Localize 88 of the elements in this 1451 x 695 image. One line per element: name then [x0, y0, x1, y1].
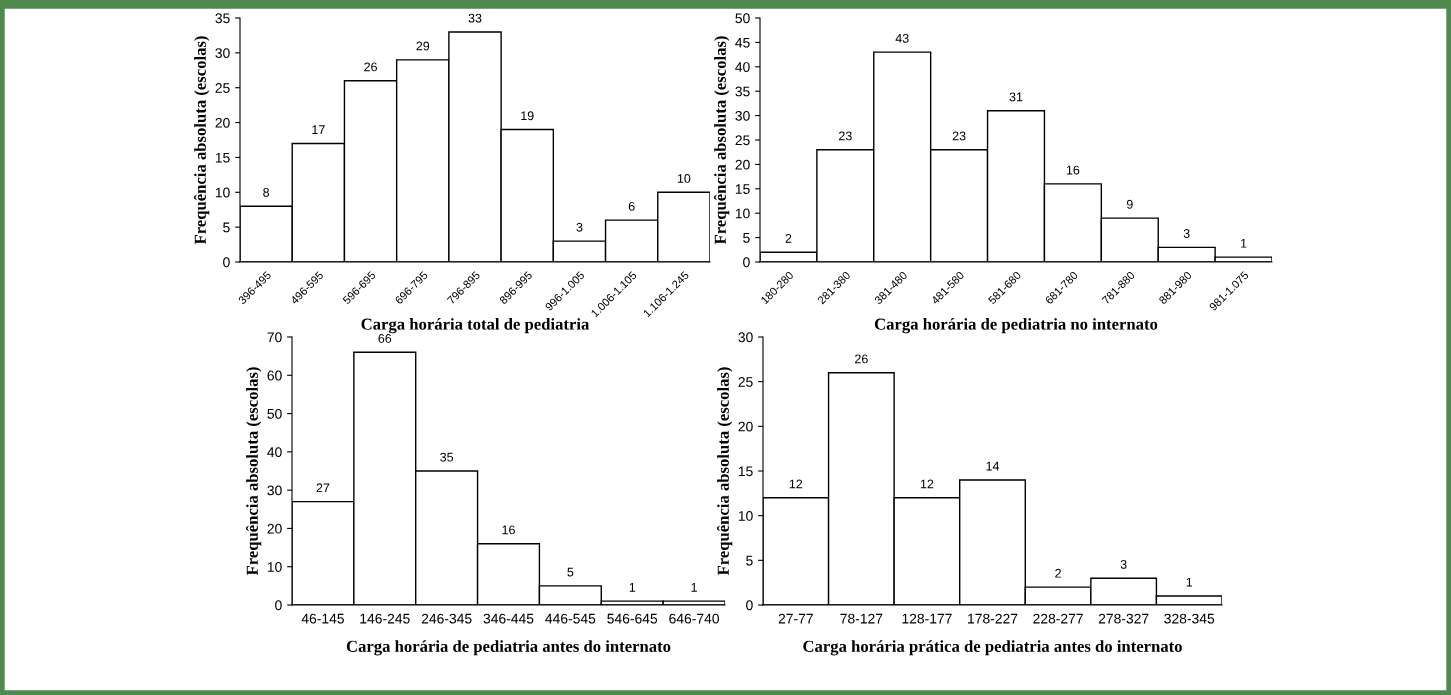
y-tick-label: 30: [215, 48, 230, 59]
data-label: 3: [1120, 559, 1127, 569]
x-tick-label: 446-545: [545, 613, 596, 624]
x-tick-label: 328-345: [1164, 613, 1215, 624]
y-tick-label: 0: [223, 257, 230, 268]
y-tick-label: 20: [267, 523, 282, 534]
x-tick-label: 246-345: [421, 613, 472, 624]
y-tick-label: 0: [743, 257, 750, 268]
y-tick-label: 5: [223, 222, 230, 233]
data-label: 2: [785, 233, 792, 243]
y-tick-label: 10: [215, 187, 230, 198]
x-tick-label: 346-445: [483, 613, 534, 624]
x-axis-title: Carga horária prática de pediatria antes do internato: [803, 640, 1182, 656]
x-tick-label: 78-127: [840, 613, 883, 624]
y-axis-title: Frequência absoluta (escolas): [716, 367, 733, 576]
y-tick-label: 0: [746, 600, 753, 611]
data-label: 3: [1183, 229, 1190, 238]
y-tick-label: 5: [746, 555, 753, 566]
data-label: 35: [440, 452, 454, 462]
data-label: 17: [312, 125, 325, 134]
data-label: 2: [1055, 568, 1061, 578]
x-tick-label: 178-227: [968, 613, 1018, 624]
x-axis-title: Carga horária total de pediatria: [361, 318, 590, 334]
data-label: 6: [628, 201, 635, 211]
y-tick-label: 10: [267, 562, 282, 572]
y-axis-title: Frequência absoluta (escolas): [713, 36, 730, 245]
y-tick-label: 15: [215, 152, 230, 163]
y-tick-label: 40: [267, 447, 282, 458]
data-label: 10: [677, 174, 691, 183]
data-label: 26: [855, 354, 868, 364]
y-tick-label: 35: [215, 13, 230, 24]
y-tick-label: 5: [743, 233, 750, 243]
y-tick-label: 30: [738, 332, 753, 343]
x-axis-title: Carga horária de pediatria antes do internato: [346, 640, 671, 656]
data-label: 23: [952, 131, 966, 141]
y-tick-label: 50: [267, 408, 282, 419]
data-label: 23: [839, 131, 852, 141]
data-label: 3: [576, 222, 583, 232]
x-tick-label: 128-177: [902, 613, 952, 624]
y-tick-label: 45: [735, 37, 750, 48]
data-label: 16: [1066, 165, 1080, 175]
y-tick-label: 30: [735, 110, 750, 121]
data-label: 29: [416, 41, 430, 51]
data-label: 12: [920, 479, 934, 489]
y-axis-title: Frequência absoluta (escolas): [245, 367, 262, 576]
y-tick-label: 30: [267, 485, 282, 496]
x-tick-label: 646-740: [669, 613, 720, 624]
data-label: 1: [691, 583, 697, 592]
data-label: 43: [895, 33, 909, 43]
x-tick-label: 546-645: [607, 613, 658, 624]
data-label: 16: [502, 525, 515, 535]
y-tick-label: 10: [738, 511, 753, 521]
y-tick-label: 25: [735, 135, 750, 146]
data-label: 66: [378, 334, 392, 343]
data-label: 26: [364, 62, 377, 72]
y-tick-label: 25: [738, 377, 753, 387]
y-tick-label: 35: [735, 86, 750, 97]
data-label: 19: [521, 111, 534, 121]
x-tick-label: 27-77: [778, 613, 813, 624]
data-label: 27: [316, 483, 330, 493]
y-tick-label: 0: [275, 600, 282, 611]
data-label: 31: [1009, 92, 1023, 102]
data-label: 9: [1126, 199, 1133, 209]
y-tick-label: 40: [735, 62, 750, 72]
x-tick-label: 46-145: [301, 613, 344, 624]
data-label: 8: [263, 187, 270, 197]
x-tick-label: 228-277: [1033, 613, 1083, 624]
x-tick-label: 146-245: [360, 613, 410, 624]
x-tick-label: 278-327: [1098, 613, 1149, 624]
y-tick-label: 25: [215, 83, 230, 93]
y-tick-label: 20: [738, 421, 753, 432]
data-label: 33: [468, 13, 482, 23]
y-tick-label: 20: [735, 159, 750, 170]
data-label: 1: [1241, 238, 1247, 248]
x-axis-title: Carga horária de pediatria no internato: [874, 318, 1158, 334]
data-label: 5: [567, 567, 574, 577]
data-label: 1: [1186, 577, 1193, 587]
y-tick-label: 15: [735, 184, 750, 194]
y-tick-label: 50: [735, 13, 750, 24]
y-axis-title: Frequência absoluta (escolas): [193, 36, 210, 245]
y-tick-label: 70: [267, 332, 282, 343]
y-tick-label: 60: [267, 370, 282, 381]
y-tick-label: 10: [735, 208, 750, 219]
data-label: 12: [789, 479, 803, 489]
data-label: 14: [986, 461, 1000, 471]
data-label: 1: [629, 583, 636, 592]
y-tick-label: 15: [738, 466, 753, 477]
y-tick-label: 20: [215, 117, 230, 128]
